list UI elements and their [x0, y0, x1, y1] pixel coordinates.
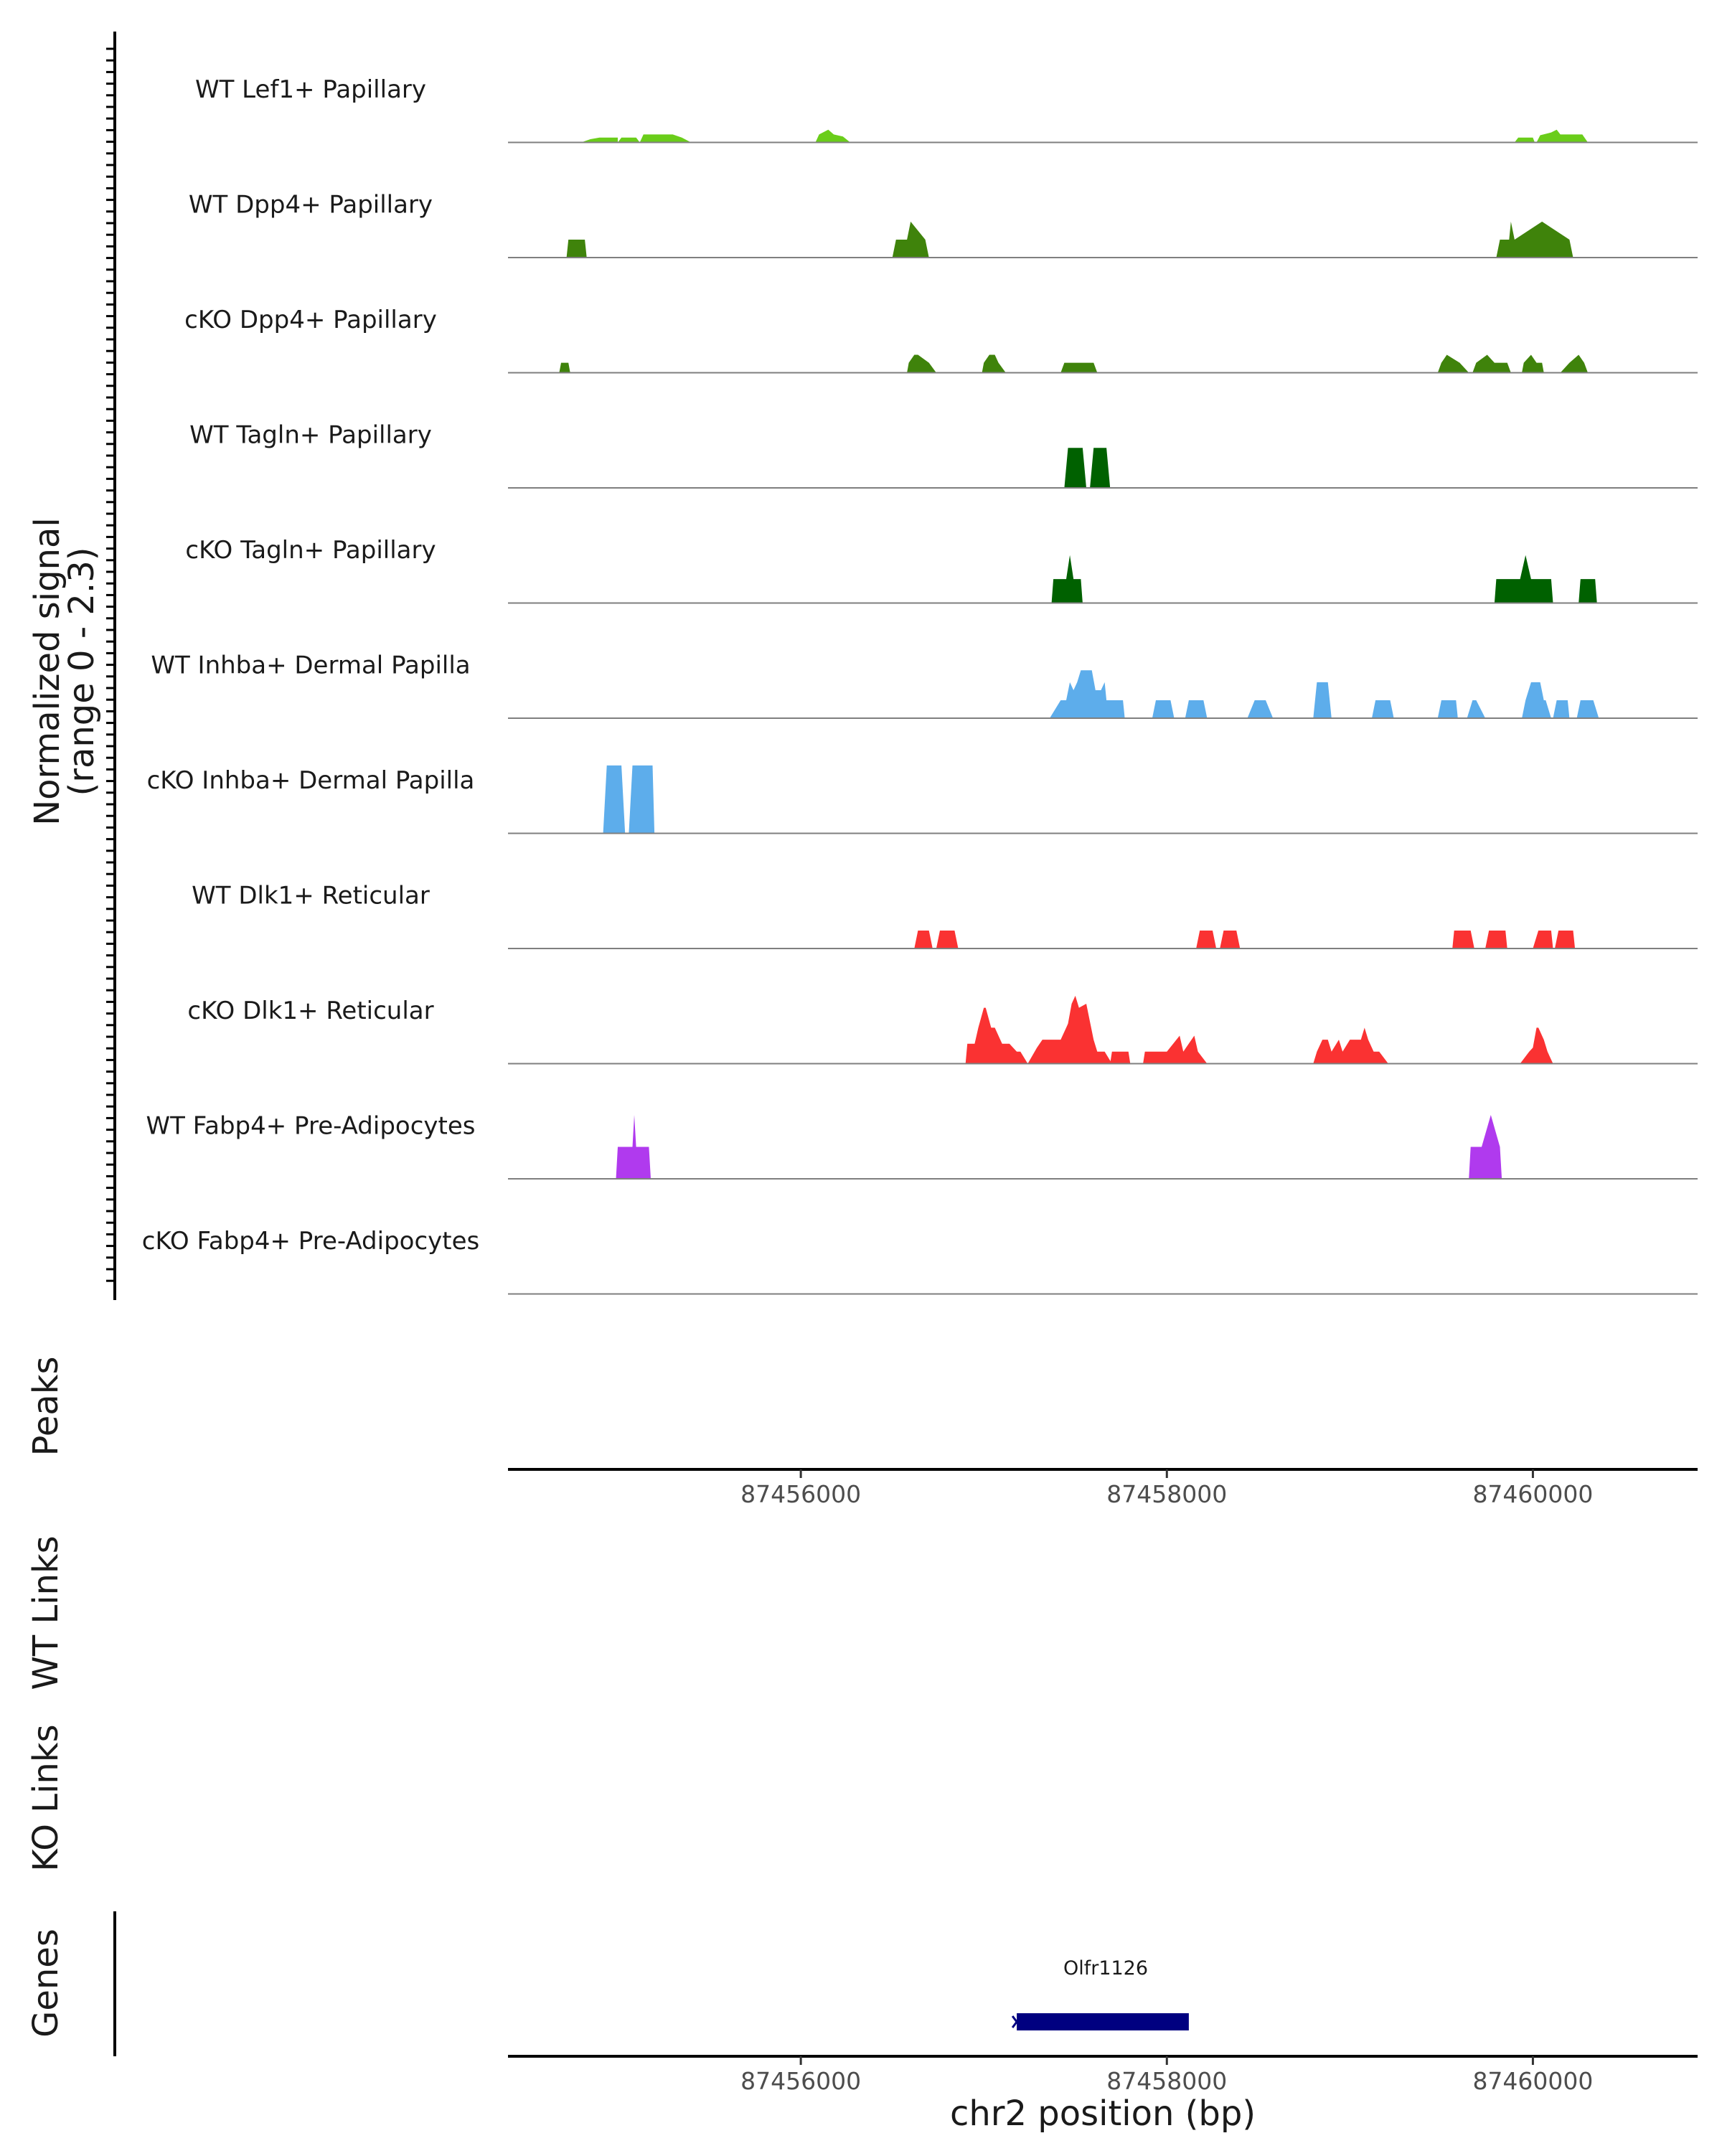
- coverage-region: [1494, 555, 1553, 603]
- track-6: cKO Inhba+ Dermal Papilla: [147, 765, 1698, 834]
- coverage-region: [1051, 555, 1083, 603]
- coverage-region: [639, 134, 692, 143]
- coverage-region: [1522, 354, 1544, 373]
- coverage-region: [1522, 682, 1551, 718]
- track-10: cKO Fabp4+ Pre-Adipocytes: [142, 1227, 1698, 1295]
- coverage-region: [1185, 700, 1208, 718]
- x-tick-label: 87458000: [1106, 2067, 1227, 2095]
- coverage-region: [1060, 362, 1098, 373]
- coverage-region: [1576, 700, 1599, 718]
- x-axis-title: chr2 position (bp): [950, 2094, 1256, 2134]
- coverage-region: [1050, 670, 1125, 718]
- y-axis-title-line2: (range 0 - 2.3): [62, 547, 102, 796]
- track-0: WT Lef1+ Papillary: [195, 75, 1698, 143]
- x-tick-label: 87458000: [1106, 1480, 1227, 1508]
- track-label: WT Lef1+ Papillary: [195, 75, 426, 104]
- track-9: WT Fabp4+ Pre-Adipocytes: [146, 1112, 1698, 1180]
- coverage-region: [965, 1007, 1028, 1064]
- panel-label-genes: Genes: [26, 1929, 66, 2038]
- y-axis-title-line1: Normalized signal: [27, 517, 67, 825]
- x-tick-label: 87460000: [1472, 1480, 1593, 1508]
- coverage-region: [1496, 221, 1573, 258]
- panel-label-peaks: Peaks: [26, 1357, 66, 1456]
- coverage-region: [1467, 700, 1486, 718]
- coverage-region: [1372, 700, 1394, 718]
- panel-label-ko-links: KO Links: [26, 1724, 66, 1871]
- coverage-region: [907, 354, 936, 373]
- coverage-region: [936, 931, 959, 948]
- coverage-region: [1555, 931, 1576, 948]
- coverage-region: [1152, 700, 1175, 718]
- coverage-region: [1064, 448, 1086, 488]
- panel-label-wt-links: WT Links: [26, 1535, 66, 1690]
- track-2: cKO Dpp4+ Papillary: [184, 306, 1698, 374]
- track-3: WT Tagln+ Papillary: [189, 421, 1698, 489]
- track-4: cKO Tagln+ Papillary: [185, 536, 1698, 604]
- coverage-region: [1437, 354, 1469, 373]
- tracks-layer: WT Lef1+ Papillary WT Dpp4+ Papillary cKO …: [142, 75, 1698, 1295]
- coverage-region: [1472, 354, 1511, 373]
- coverage-region: [982, 354, 1006, 373]
- coverage-region: [1313, 1027, 1388, 1064]
- gene-body: [1017, 2013, 1189, 2030]
- coverage-region: [616, 1115, 651, 1179]
- coverage-region: [1090, 448, 1111, 488]
- x-tick-label: 87460000: [1472, 2067, 1593, 2095]
- gene-label: Olfr1126: [1063, 1957, 1148, 1980]
- coverage-region: [1027, 995, 1112, 1064]
- coverage-region: [1553, 700, 1570, 718]
- x-tick-label: 87456000: [740, 2067, 861, 2095]
- coverage-region: [581, 137, 618, 143]
- track-label: cKO Dpp4+ Papillary: [184, 306, 437, 334]
- track-label: cKO Tagln+ Papillary: [185, 536, 436, 565]
- track-label: cKO Fabp4+ Pre-Adipocytes: [142, 1227, 480, 1256]
- coverage-region: [559, 362, 570, 373]
- coverage-region: [1220, 931, 1241, 948]
- track-label: cKO Dlk1+ Reticular: [187, 997, 433, 1025]
- track-label: cKO Inhba+ Dermal Papilla: [147, 766, 475, 795]
- coverage-region: [1578, 579, 1597, 603]
- coverage-region: [815, 129, 850, 143]
- track-label: WT Fabp4+ Pre-Adipocytes: [146, 1112, 476, 1141]
- coverage-region: [1110, 1051, 1131, 1064]
- coverage-region: [603, 765, 626, 834]
- coverage-region: [1143, 1035, 1208, 1064]
- coverage-region: [566, 240, 587, 258]
- coverage-region: [1560, 354, 1588, 373]
- genes-layer: Olfr1126: [1011, 1957, 1189, 2030]
- coverage-region: [892, 221, 929, 258]
- track-label: WT Inhba+ Dermal Papilla: [151, 651, 470, 680]
- x-tick-label: 87456000: [740, 1480, 861, 1508]
- track-label: WT Dpp4+ Papillary: [189, 191, 433, 220]
- coverage-region: [1520, 1027, 1553, 1064]
- coverage-region: [1196, 931, 1217, 948]
- track-5: WT Inhba+ Dermal Papilla: [151, 651, 1698, 719]
- coverage-region: [1247, 700, 1274, 718]
- coverage-region: [1514, 137, 1535, 143]
- coverage-region: [1533, 931, 1553, 948]
- x-axis-bottom: 87456000 87458000 87460000: [740, 2056, 1593, 2095]
- gene-strand-marker: [1011, 2015, 1022, 2028]
- coverage-region: [914, 931, 933, 948]
- coverage-region: [1485, 931, 1507, 948]
- coverage-region: [629, 765, 655, 834]
- track-label: WT Tagln+ Papillary: [189, 421, 432, 450]
- x-axis-top: 87456000 87458000 87460000: [740, 1469, 1593, 1508]
- track-1: WT Dpp4+ Papillary: [189, 191, 1698, 258]
- coverage-y-ticks: [106, 47, 115, 1282]
- coverage-region: [1313, 682, 1332, 718]
- coverage-region: [1437, 700, 1458, 718]
- coverage-region: [1469, 1115, 1502, 1179]
- track-label: WT Dlk1+ Reticular: [192, 882, 430, 910]
- track-8: cKO Dlk1+ Reticular: [187, 995, 1698, 1065]
- coverage-region: [1452, 931, 1474, 948]
- coverage-region: [618, 137, 640, 143]
- coverage-region: [1536, 129, 1588, 143]
- track-7: WT Dlk1+ Reticular: [192, 882, 1698, 949]
